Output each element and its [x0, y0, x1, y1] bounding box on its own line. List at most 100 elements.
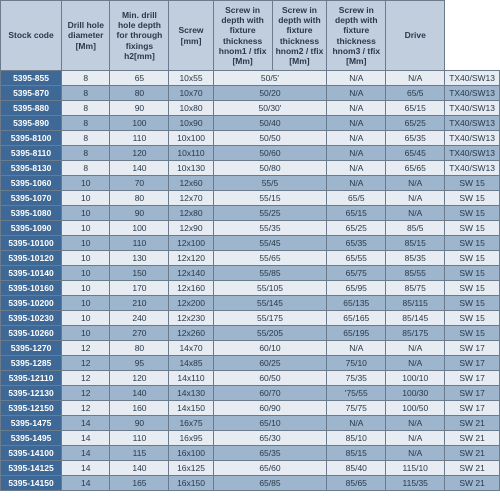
cell-hnom2: '75/55: [327, 386, 386, 401]
cell-screw: 10x55: [169, 71, 213, 86]
table-row: 5395-102601027012x26055/20565/19585/175S…: [1, 326, 500, 341]
cell-hnom2: 85/15: [327, 446, 386, 461]
cell-min-depth: 140: [110, 386, 169, 401]
cell-stock-code: 5395-10140: [1, 266, 62, 281]
cell-hnom3: N/A: [386, 206, 445, 221]
cell-drill-dia: 8: [62, 161, 110, 176]
cell-min-depth: 160: [110, 401, 169, 416]
cell-hnom1: 60/25: [213, 356, 327, 371]
cell-stock-code: 5395-1475: [1, 416, 62, 431]
cell-drill-dia: 14: [62, 416, 110, 431]
cell-stock-code: 5395-12110: [1, 371, 62, 386]
cell-screw: 10x80: [169, 101, 213, 116]
cell-drive: SW 21: [445, 416, 500, 431]
cell-hnom2: 65/75: [327, 266, 386, 281]
table-row: 5395-121101212014x11060/5075/35100/10SW …: [1, 371, 500, 386]
cell-screw: 10x100: [169, 131, 213, 146]
cell-stock-code: 5395-14100: [1, 446, 62, 461]
cell-hnom1: 65/10: [213, 416, 327, 431]
cell-drive: SW 21: [445, 431, 500, 446]
cell-stock-code: 5395-10120: [1, 251, 62, 266]
cell-hnom3: N/A: [386, 431, 445, 446]
cell-min-depth: 70: [110, 176, 169, 191]
cell-stock-code: 5395-1495: [1, 431, 62, 446]
cell-screw: 10x130: [169, 161, 213, 176]
cell-hnom1: 65/35: [213, 446, 327, 461]
cell-min-depth: 170: [110, 281, 169, 296]
table-row: 5395-1080109012x8055/2565/15N/ASW 15: [1, 206, 500, 221]
table-row: 5395-88089010x8050/30'N/A65/15TX40/SW13: [1, 101, 500, 116]
cell-hnom3: 85/145: [386, 311, 445, 326]
cell-drive: SW 21: [445, 461, 500, 476]
table-row: 5395-10901010012x9055/3565/2585/5SW 15: [1, 221, 500, 236]
cell-min-depth: 270: [110, 326, 169, 341]
cell-drill-dia: 14: [62, 431, 110, 446]
cell-hnom3: 115/10: [386, 461, 445, 476]
cell-stock-code: 5395-8100: [1, 131, 62, 146]
table-row: 5395-121301214014x13060/70'75/55100/30SW…: [1, 386, 500, 401]
cell-hnom3: 100/30: [386, 386, 445, 401]
cell-min-depth: 90: [110, 206, 169, 221]
table-row: 5395-101601017012x16055/10565/9585/75SW …: [1, 281, 500, 296]
table-row: 5395-890810010x9050/40N/A65/25TX40/SW13: [1, 116, 500, 131]
cell-screw: 14x150: [169, 401, 213, 416]
cell-stock-code: 5395-1270: [1, 341, 62, 356]
cell-drive: SW 17: [445, 401, 500, 416]
cell-min-depth: 80: [110, 86, 169, 101]
col-drive: Drive: [386, 1, 445, 71]
cell-drive: TX40/SW13: [445, 131, 500, 146]
cell-hnom2: 65/165: [327, 311, 386, 326]
cell-hnom1: 65/85: [213, 476, 327, 491]
cell-hnom1: 55/15: [213, 191, 327, 206]
table-row: 5395-102001021012x20055/14565/13585/115S…: [1, 296, 500, 311]
cell-drive: SW 15: [445, 251, 500, 266]
cell-screw: 16x75: [169, 416, 213, 431]
cell-hnom1: 65/30: [213, 431, 327, 446]
cell-drill-dia: 10: [62, 266, 110, 281]
cell-drive: TX40/SW13: [445, 101, 500, 116]
cell-hnom3: N/A: [386, 341, 445, 356]
col-screw: Screw [mm]: [169, 1, 213, 71]
cell-min-depth: 90: [110, 101, 169, 116]
cell-min-depth: 140: [110, 161, 169, 176]
cell-drive: SW 15: [445, 206, 500, 221]
table-header: Stock code Drill hole diameter [Mm] Min.…: [1, 1, 500, 71]
cell-hnom1: 50/20: [213, 86, 327, 101]
cell-stock-code: 5395-12130: [1, 386, 62, 401]
cell-hnom1: 55/65: [213, 251, 327, 266]
cell-hnom1: 55/85: [213, 266, 327, 281]
cell-drill-dia: 8: [62, 116, 110, 131]
cell-hnom3: N/A: [386, 191, 445, 206]
cell-hnom2: 65/15: [327, 206, 386, 221]
cell-stock-code: 5395-10260: [1, 326, 62, 341]
cell-drill-dia: 10: [62, 296, 110, 311]
cell-min-depth: 130: [110, 251, 169, 266]
cell-hnom2: N/A: [327, 86, 386, 101]
cell-stock-code: 5395-870: [1, 86, 62, 101]
cell-hnom2: 65/135: [327, 296, 386, 311]
table-row: 5395-101401015012x14055/8565/7585/55SW 1…: [1, 266, 500, 281]
cell-hnom1: 55/35: [213, 221, 327, 236]
cell-hnom3: 65/25: [386, 116, 445, 131]
cell-screw: 12x160: [169, 281, 213, 296]
cell-hnom1: 55/145: [213, 296, 327, 311]
cell-min-depth: 140: [110, 461, 169, 476]
cell-stock-code: 5395-10160: [1, 281, 62, 296]
cell-drive: TX40/SW13: [445, 116, 500, 131]
cell-screw: 16x125: [169, 461, 213, 476]
cell-screw: 12x260: [169, 326, 213, 341]
cell-hnom1: 55/25: [213, 206, 327, 221]
cell-hnom2: N/A: [327, 71, 386, 86]
cell-drill-dia: 8: [62, 101, 110, 116]
cell-min-depth: 120: [110, 371, 169, 386]
cell-hnom2: N/A: [327, 341, 386, 356]
cell-screw: 14x70: [169, 341, 213, 356]
cell-hnom2: N/A: [327, 131, 386, 146]
table-row: 5395-101201013012x12055/6565/5585/35SW 1…: [1, 251, 500, 266]
cell-drive: SW 21: [445, 446, 500, 461]
table-row: 5395-1070108012x7055/1565/5N/ASW 15: [1, 191, 500, 206]
cell-hnom2: 65/95: [327, 281, 386, 296]
col-stock-code: Stock code: [1, 1, 62, 71]
cell-hnom1: 50/50: [213, 131, 327, 146]
cell-screw: 10x90: [169, 116, 213, 131]
